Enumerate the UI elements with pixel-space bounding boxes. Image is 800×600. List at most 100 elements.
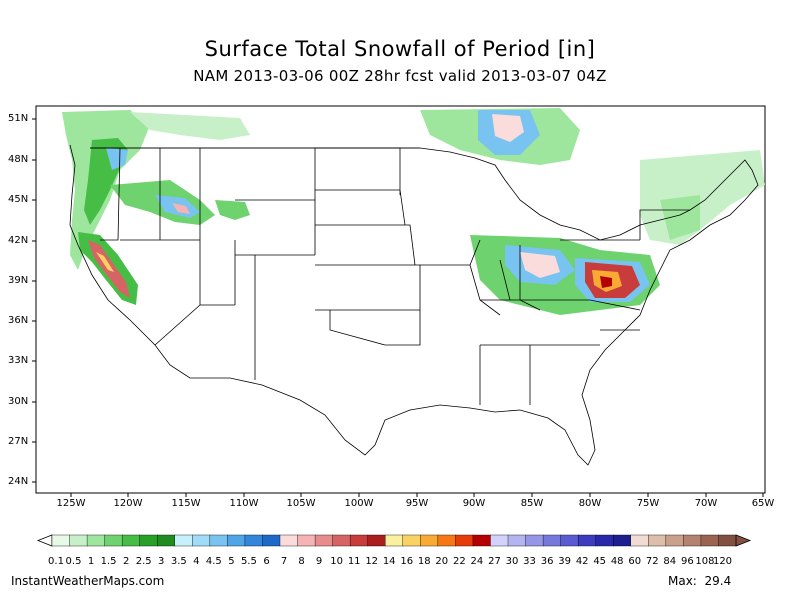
lat-label: 45N xyxy=(8,194,29,205)
colorbar-tick-label: 27 xyxy=(488,556,501,567)
colorbar-tick-label: 120 xyxy=(712,556,733,567)
colorbar xyxy=(36,534,752,547)
colorbar-tick-label: 60 xyxy=(628,556,642,567)
colorbar-swatch xyxy=(279,534,299,547)
colorbar-tick-label: 3.5 xyxy=(170,556,187,567)
colorbar-swatch xyxy=(577,534,597,547)
colorbar-tick-label: 14 xyxy=(382,556,396,567)
colorbar-swatch xyxy=(262,534,281,547)
colorbar-swatch xyxy=(507,534,527,547)
lat-ticks xyxy=(32,118,36,483)
map-title: Surface Total Snowfall of Period [in] xyxy=(204,37,596,61)
colorbar-tick-label: 24 xyxy=(470,556,484,567)
lat-label: 27N xyxy=(8,436,29,447)
colorbar-swatch xyxy=(437,534,456,547)
colorbar-tick-label: 16 xyxy=(400,556,414,567)
snow-region-ohio-pink xyxy=(520,252,560,278)
colorbar-swatch xyxy=(174,534,193,547)
colorbar-tick-label: 36 xyxy=(540,556,554,567)
colorbar-tick-label: 22 xyxy=(453,556,466,567)
colorbar-tick-label: 10 xyxy=(330,556,343,567)
colorbar-swatch xyxy=(630,534,649,547)
state-lines-west xyxy=(100,147,316,380)
colorbar-swatch xyxy=(69,534,88,547)
colorbar-swatch xyxy=(613,534,632,547)
lon-label: 85W xyxy=(520,498,544,509)
colorbar-swatch xyxy=(490,534,509,547)
lon-label: 120W xyxy=(113,498,143,509)
colorbar-swatch xyxy=(700,534,719,547)
colorbar-swatch xyxy=(665,534,684,547)
colorbar-tick-label: 30 xyxy=(505,556,519,567)
lon-label: 105W xyxy=(286,498,316,509)
colorbar-swatch xyxy=(209,534,228,547)
snow-region-ontario-pink xyxy=(492,114,524,142)
colorbar-swatch xyxy=(86,534,106,547)
colorbar-left-arrow xyxy=(36,534,53,547)
colorbar-tick-label: 8 xyxy=(298,556,305,567)
map-subtitle: NAM 2013-03-06 00Z 28hr fcst valid 2013-… xyxy=(193,67,607,85)
us-outline xyxy=(69,144,759,466)
state-lines-east xyxy=(420,209,690,405)
colorbar-tick-label: 4 xyxy=(193,556,200,567)
colorbar-swatch xyxy=(157,534,176,547)
snow-region-northeast-2 xyxy=(660,195,700,240)
colorbar-swatch xyxy=(297,534,316,547)
colorbar-swatch xyxy=(227,534,246,547)
colorbar-tick-label: 1.5 xyxy=(100,556,117,567)
colorbar-tick-label: 9 xyxy=(315,556,323,567)
colorbar-tick-label: 11 xyxy=(347,556,361,567)
colorbar-tick-label: 12 xyxy=(365,556,379,567)
colorbar-tick-label: 72 xyxy=(645,556,659,567)
colorbar-tick-label: 84 xyxy=(663,556,677,567)
colorbar-tick-label: 6 xyxy=(263,556,270,567)
colorbar-swatch xyxy=(420,534,439,547)
lat-label: 42N xyxy=(8,235,29,246)
colorbar-swatch xyxy=(51,534,71,547)
colorbar-tick-label: 0.1 xyxy=(48,556,64,567)
snowfall-shading xyxy=(62,108,765,315)
colorbar-tick-label: 45 xyxy=(593,556,607,567)
colorbar-swatch xyxy=(402,534,421,547)
colorbar-tick-label: 1 xyxy=(87,556,95,567)
colorbar-swatch xyxy=(648,534,667,547)
snow-region-montana-north xyxy=(130,112,250,140)
colorbar-tick-label: 48 xyxy=(610,556,624,567)
lat-label: 51N xyxy=(8,113,29,124)
lat-label: 33N xyxy=(8,355,29,366)
lon-label: 75W xyxy=(636,498,660,509)
colorbar-swatch xyxy=(104,534,123,547)
colorbar-tick-label: 4.5 xyxy=(205,556,222,567)
lon-label: 110W xyxy=(229,498,259,509)
source-credit: InstantWeatherMaps.com xyxy=(11,574,165,588)
snow-region-idaho-pink xyxy=(172,203,190,214)
colorbar-swatch xyxy=(314,534,334,547)
max-label: Max: xyxy=(668,574,697,588)
lon-label: 70W xyxy=(694,498,718,509)
colorbar-tick-label: 5.5 xyxy=(240,556,257,567)
max-value: 29.4 xyxy=(704,574,732,588)
colorbar-tick-label: 39 xyxy=(558,556,571,567)
lon-label: 90W xyxy=(462,498,486,509)
lon-label: 80W xyxy=(578,498,602,509)
lat-label: 24N xyxy=(8,476,29,487)
colorbar-tick-label: 2.5 xyxy=(135,556,152,567)
colorbar-swatch xyxy=(595,534,614,547)
colorbar-tick-label: 18 xyxy=(417,556,431,567)
colorbar-swatch xyxy=(525,534,544,547)
map-boundaries xyxy=(69,144,759,466)
colorbar-tick-label: 42 xyxy=(575,556,589,567)
colorbar-tick-label: 20 xyxy=(435,556,449,567)
colorbar-swatch xyxy=(385,534,404,547)
lon-ticks xyxy=(70,493,764,497)
colorbar-swatch xyxy=(542,534,562,547)
lat-label: 48N xyxy=(8,154,29,165)
colorbar-tick-label: 5 xyxy=(228,556,235,567)
colorbar-swatch xyxy=(192,534,211,547)
colorbar-tick-label: 2 xyxy=(123,556,130,567)
colorbar-swatch xyxy=(455,534,474,547)
colorbar-swatch xyxy=(244,534,263,547)
colorbar-swatch xyxy=(121,534,141,547)
snow-region-virginia-core xyxy=(600,276,612,288)
